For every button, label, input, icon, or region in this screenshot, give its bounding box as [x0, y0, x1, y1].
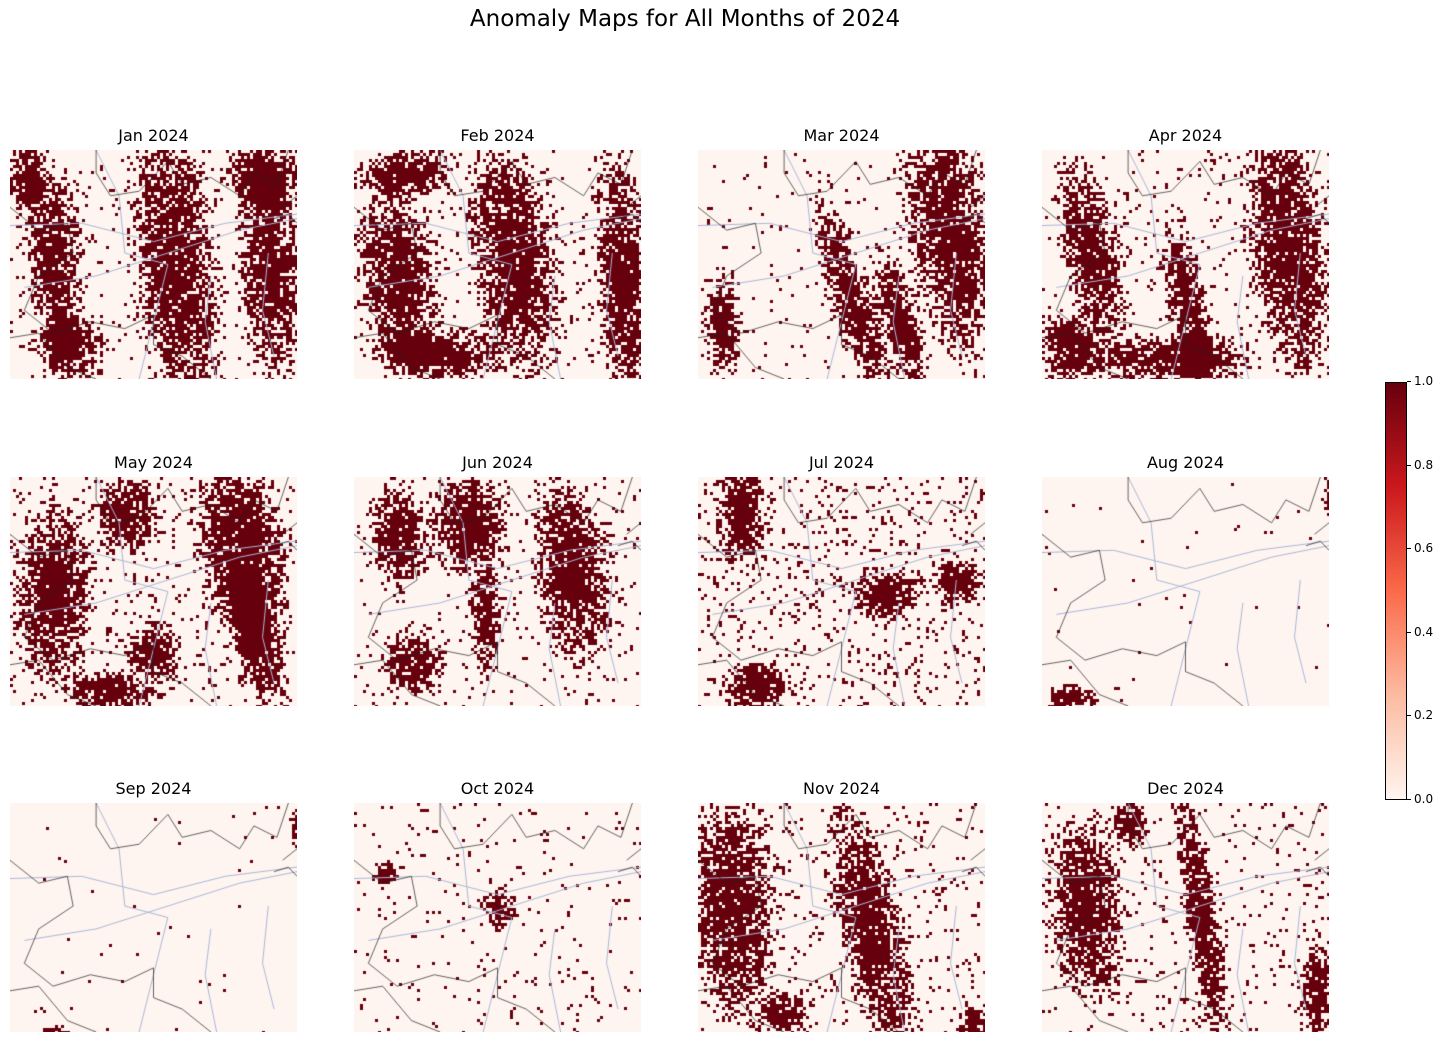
colorbar-tick-label: 0.0 [1407, 792, 1433, 806]
anomaly-heatmap [354, 803, 641, 1032]
panel-title: Feb 2024 [460, 126, 535, 145]
panel-title: Sep 2024 [115, 779, 192, 798]
panel-title: Oct 2024 [460, 779, 535, 798]
panel-title: Nov 2024 [802, 779, 881, 798]
anomaly-heatmap [698, 477, 985, 706]
panel-title: Jan 2024 [118, 126, 189, 145]
colorbar [1385, 382, 1407, 800]
panel-title: May 2024 [114, 453, 193, 472]
figure-title: Anomaly Maps for All Months of 2024 [469, 6, 901, 32]
colorbar-tick-label: 0.6 [1407, 541, 1433, 555]
colorbar-tick-label: 1.0 [1407, 374, 1433, 388]
panel-title: Mar 2024 [803, 126, 880, 145]
anomaly-heatmap [698, 803, 985, 1032]
anomaly-heatmap [354, 150, 641, 379]
panel-title: Apr 2024 [1148, 126, 1223, 145]
anomaly-heatmap [1042, 803, 1329, 1032]
panel-title: Jun 2024 [462, 453, 533, 472]
panel-title: Aug 2024 [1146, 453, 1225, 472]
anomaly-heatmap [1042, 150, 1329, 379]
anomaly-heatmap [1042, 477, 1329, 706]
panel-title: Jul 2024 [808, 453, 875, 472]
colorbar-tick-label: 0.4 [1407, 625, 1433, 639]
anomaly-heatmap [10, 150, 297, 379]
anomaly-heatmap [10, 477, 297, 706]
anomaly-heatmap [698, 150, 985, 379]
anomaly-heatmap [10, 803, 297, 1032]
anomaly-heatmap [354, 477, 641, 706]
colorbar-tick-label: 0.2 [1407, 708, 1433, 722]
colorbar-tick-label: 0.8 [1407, 458, 1433, 472]
panel-title: Dec 2024 [1147, 779, 1224, 798]
